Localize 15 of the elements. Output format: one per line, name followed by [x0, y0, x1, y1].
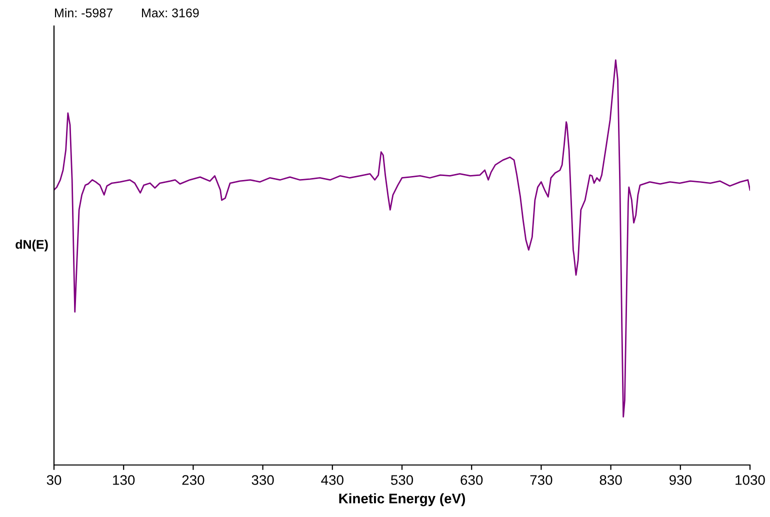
- text: Max: 3169: [142, 8, 199, 18]
- x-tick-label: 30: [46, 475, 62, 485]
- x-tick-label: 1030: [736, 475, 765, 485]
- x-tick-label: 130: [113, 475, 135, 485]
- x-tick-label: 730: [530, 475, 552, 485]
- x-tick-label: 830: [600, 475, 622, 485]
- x-tick-label: 230: [182, 475, 204, 485]
- text: Min: -5987: [55, 8, 112, 18]
- x-tick-label: 930: [669, 475, 692, 485]
- y-axis-title: dN(E): [16, 240, 48, 252]
- x-tick-label: 530: [390, 475, 414, 485]
- x-tick-label: 630: [460, 475, 483, 485]
- x-axis-title: Kinetic Energy (eV): [339, 493, 465, 506]
- x-tick-label: 430: [321, 475, 344, 485]
- x-tick-label: 330: [252, 475, 274, 485]
